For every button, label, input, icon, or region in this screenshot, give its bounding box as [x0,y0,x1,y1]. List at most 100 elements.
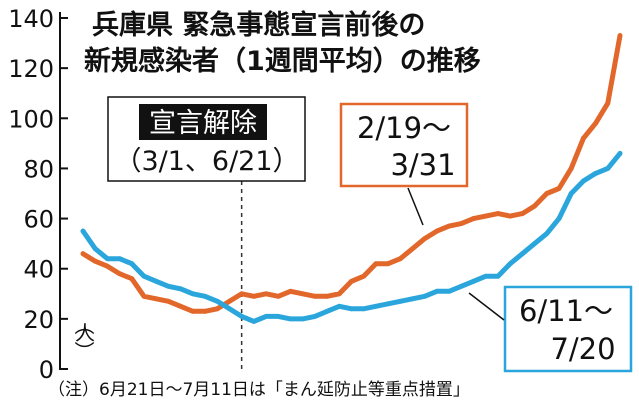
y-tick-label: 40 [23,256,54,284]
data-point-series-1-11 [214,298,220,304]
y-tick-label: 120 [8,55,54,83]
data-point-series-1-10 [202,293,208,299]
data-point-series-1-28 [422,293,428,299]
data-point-series-1-1 [92,246,98,252]
data-point-series-0-28 [422,236,428,242]
y-tick-label: 100 [8,105,54,133]
data-point-series-0-9 [190,308,196,314]
series-label-jun-jul-line-1: 6/11〜 [519,294,613,328]
data-point-series-1-43 [605,166,611,171]
data-point-series-1-4 [129,261,135,267]
data-point-series-0-38 [544,191,550,196]
data-point-series-1-34 [495,273,501,279]
y-tick-label: 60 [23,206,54,234]
data-point-series-0-10 [202,308,208,314]
series-label-box-jun-jul [503,285,633,373]
data-point-series-1-6 [153,278,159,284]
data-point-series-1-38 [544,231,550,237]
y-axis-unit-open-paren: （ [72,315,96,335]
y-tick-label: 80 [23,155,54,183]
data-point-series-0-14 [251,293,257,299]
data-point-series-1-18 [300,316,306,322]
data-point-series-1-8 [178,286,184,292]
data-point-series-1-27 [410,296,415,302]
marker-label-highlight [139,104,267,140]
data-point-series-1-13 [239,313,245,319]
data-point-series-0-2 [105,263,110,269]
data-point-series-1-33 [483,273,489,279]
y-tick-label: 140 [8,5,54,33]
data-point-series-1-22 [349,306,354,312]
data-point-series-1-23 [361,306,367,312]
data-point-series-0-22 [349,278,354,284]
data-point-series-0-4 [129,276,135,282]
data-point-series-1-41 [580,178,586,184]
data-point-series-1-14 [251,318,257,324]
data-point-series-0-12 [227,298,232,304]
data-point-series-0-7 [166,298,171,304]
data-point-series-1-29 [434,288,440,294]
y-axis-unit-close-paren: ） [72,341,96,361]
y-axis-ticks: 0 20 40 60 80 100 120 140 [8,5,68,384]
data-point-series-0-39 [556,186,562,191]
data-point-series-0-6 [153,296,159,302]
data-point-series-0-29 [434,228,440,234]
data-point-series-0-21 [336,291,342,297]
data-point-series-1-37 [532,241,537,247]
series-label-box-feb-mar [339,102,469,188]
data-point-series-0-37 [532,203,537,209]
data-point-series-0-33 [483,213,489,219]
data-point-series-1-32 [471,278,476,284]
chart-title-line-2: 新規感染者（1週間平均）の推移 [84,45,481,77]
data-point-series-0-41 [580,135,586,141]
series-pointer-jun-jul [468,292,505,321]
data-point-series-1-39 [556,216,562,221]
data-point-series-0-24 [373,261,379,267]
data-point-series-0-35 [507,213,513,219]
series-points [80,33,623,324]
marker-label-line-2: （3/1、6/21） [114,146,299,177]
data-point-series-0-44 [617,33,623,38]
data-point-series-0-11 [214,306,220,312]
data-point-series-1-30 [446,288,452,294]
data-point-series-1-25 [385,301,391,307]
series-label-jun-jul-line-2: 7/20 [550,332,615,366]
data-point-series-0-23 [361,273,367,279]
data-point-series-0-17 [288,288,293,294]
data-point-series-1-3 [117,256,123,262]
footnote: （注）6月21日〜7月11日は「まん延防止等重点措置」 [48,380,470,400]
data-point-series-1-15 [263,313,269,319]
data-point-series-1-20 [324,308,330,314]
data-point-series-0-40 [568,166,574,171]
series-label-feb-mar-line-2: 3/31 [390,148,455,182]
data-point-series-0-36 [519,211,525,216]
data-point-series-1-35 [507,261,513,267]
data-point-series-1-21 [336,303,342,309]
data-point-series-0-19 [312,293,318,299]
data-point-series-0-5 [141,293,147,299]
data-point-series-1-40 [568,191,574,196]
data-point-series-0-26 [397,256,403,262]
data-point-series-0-25 [385,261,391,267]
data-point-series-1-9 [190,291,196,297]
data-point-series-0-18 [300,291,306,297]
data-point-series-0-31 [458,221,464,226]
data-point-series-1-5 [141,273,147,279]
data-point-series-0-3 [117,271,123,277]
data-point-series-0-30 [446,223,452,229]
chart-title-line-1: 兵庫県 緊急事態宣言前後の [92,9,425,41]
data-point-series-1-26 [397,298,403,304]
data-point-series-0-42 [593,120,598,126]
data-point-series-0-13 [239,291,245,297]
data-point-series-0-15 [263,291,269,297]
data-point-series-1-44 [617,150,623,156]
y-tick-label: 0 [39,356,54,384]
data-point-series-1-31 [458,283,464,289]
y-tick-label: 20 [23,306,54,334]
data-point-series-1-7 [166,283,171,289]
data-point-series-1-16 [275,313,281,319]
data-point-series-1-2 [105,256,110,262]
data-point-series-0-20 [324,293,330,299]
data-point-series-0-34 [495,211,501,216]
